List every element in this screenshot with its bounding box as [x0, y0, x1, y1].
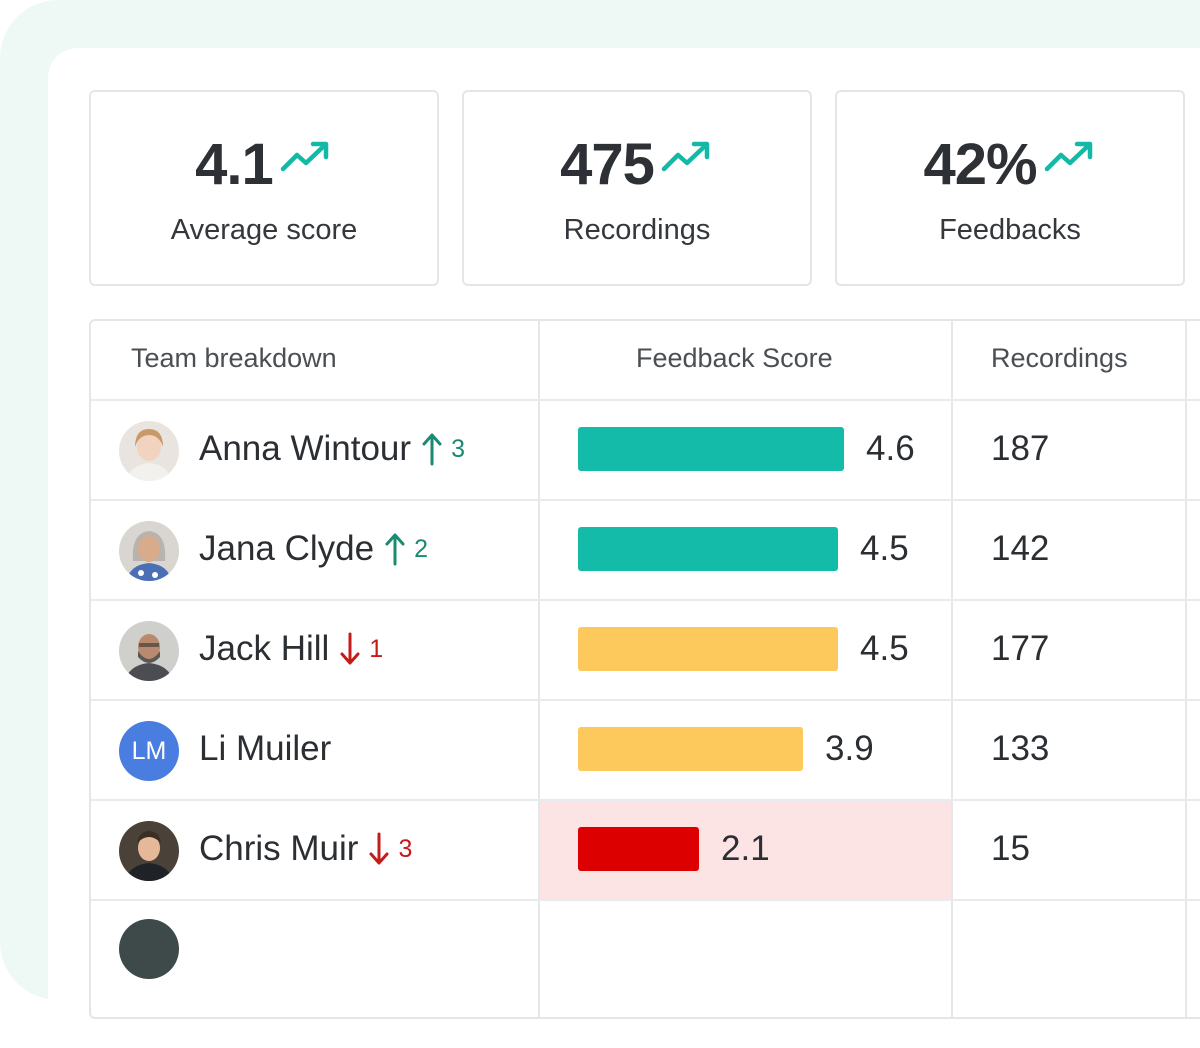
- score-value: 4.6: [866, 429, 915, 468]
- avatar: [119, 821, 179, 881]
- rank-change-value: 3: [451, 434, 465, 463]
- trending-up-icon: [661, 141, 710, 172]
- rank-change-down: 1: [339, 632, 383, 666]
- stat-value: 42%: [923, 132, 1037, 197]
- column-header-feedback-score[interactable]: Feedback Score: [636, 343, 833, 373]
- avatar: [119, 521, 179, 581]
- stat-label: Feedbacks: [939, 214, 1081, 246]
- member-name-cell: Jack Hill 1: [199, 629, 383, 669]
- stat-value: 4.1: [195, 132, 274, 197]
- recordings-count: 133: [991, 729, 1050, 768]
- stat-label: Average score: [170, 214, 358, 246]
- recordings-count: 15: [991, 829, 1030, 868]
- member-name[interactable]: Li Muiler: [199, 729, 332, 768]
- score-bar: [578, 827, 699, 871]
- arrow-up-icon: [422, 433, 442, 466]
- score-bar: [578, 627, 838, 671]
- rank-change-value: 2: [414, 534, 429, 563]
- avatar: [119, 621, 179, 681]
- arrow-up-icon: [385, 533, 405, 566]
- score-bar: [578, 527, 838, 571]
- score-bar: [578, 427, 844, 471]
- avatar-initials: LM: [119, 721, 179, 781]
- member-name-cell: Anna Wintour 3: [199, 429, 465, 469]
- table-header-row: Team breakdown Feedback Score Recordings: [91, 321, 1200, 401]
- avatar: [119, 919, 179, 979]
- rank-change-value: 1: [369, 634, 384, 663]
- score-value: 4.5: [860, 629, 909, 668]
- rank-change-up: 3: [421, 432, 465, 466]
- stat-value: 475: [560, 132, 655, 197]
- row-divider: [91, 899, 1200, 901]
- arrow-down-icon: [340, 632, 360, 665]
- avatar: [119, 421, 179, 481]
- row-divider: [91, 799, 1200, 801]
- table-row[interactable]: LM Li Muiler 3.9 133: [91, 701, 1200, 801]
- recordings-count: 177: [991, 629, 1050, 668]
- rank-change-up: 2: [384, 532, 428, 566]
- row-divider: [91, 499, 1200, 501]
- stat-card-recordings: 475 Recordings: [462, 90, 812, 286]
- row-divider: [91, 699, 1200, 701]
- column-header-team[interactable]: Team breakdown: [131, 343, 337, 373]
- member-name[interactable]: Jana Clyde: [199, 529, 375, 568]
- trending-up-icon: [1044, 141, 1092, 172]
- member-name[interactable]: Jack Hill: [199, 629, 330, 668]
- member-name-cell: Li Muiler: [199, 729, 331, 769]
- stat-label: Recordings: [563, 214, 711, 246]
- arrow-down-icon: [369, 832, 389, 865]
- column-divider: [538, 321, 540, 1017]
- trending-up-icon: [280, 141, 329, 172]
- stat-card-feedbacks: 42% Feedbacks: [835, 90, 1185, 286]
- score-bar: [578, 727, 803, 771]
- row-divider: [91, 399, 1200, 401]
- table-row[interactable]: Anna Wintour 3 4.6 187: [91, 401, 1200, 501]
- table-row[interactable]: Chris Muir 3 2.1 15: [91, 801, 1200, 901]
- table-row[interactable]: Jana Clyde 2 4.5 142: [91, 501, 1200, 601]
- stat-card-average-score: 4.1 Average score: [89, 90, 439, 286]
- row-divider: [91, 599, 1200, 601]
- rank-change-value: 3: [398, 834, 413, 863]
- score-value: 2.1: [721, 829, 770, 868]
- member-name-cell: Jana Clyde 2: [199, 529, 428, 569]
- member-name-cell: Chris Muir 3: [199, 829, 412, 869]
- member-name[interactable]: Anna Wintour: [199, 429, 412, 468]
- team-breakdown-table: Team breakdown Feedback Score Recordings…: [89, 319, 1200, 1019]
- score-value: 3.9: [825, 729, 874, 768]
- table-row[interactable]: Jack Hill 1 4.5 177: [91, 601, 1200, 701]
- member-name[interactable]: Chris Muir: [199, 829, 359, 868]
- rank-change-down: 3: [368, 832, 412, 866]
- column-divider: [951, 321, 953, 1017]
- column-header-recordings[interactable]: Recordings: [991, 343, 1128, 373]
- recordings-count: 187: [991, 429, 1050, 468]
- column-divider: [1185, 321, 1187, 1017]
- score-value: 4.5: [860, 529, 909, 568]
- table-row-partial[interactable]: [91, 901, 1200, 1001]
- recordings-count: 142: [991, 529, 1050, 568]
